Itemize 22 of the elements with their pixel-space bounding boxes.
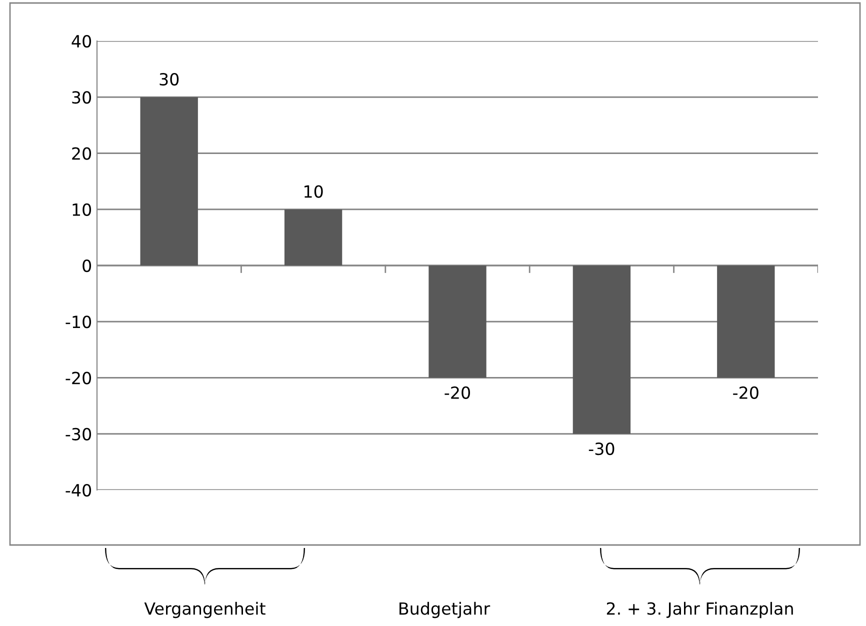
data-label: 30 bbox=[160, 72, 179, 86]
data-label: 10 bbox=[304, 185, 323, 198]
y-tick-label: -40 bbox=[66, 484, 92, 497]
y-tick-label: 10 bbox=[72, 203, 92, 216]
data-label: -20 bbox=[444, 386, 470, 399]
text: Budgetjahr bbox=[400, 602, 490, 618]
bar bbox=[140, 97, 198, 266]
text: Vergangenheit bbox=[144, 602, 266, 618]
y-tick-label: 30 bbox=[72, 91, 92, 104]
y-tick-label: 20 bbox=[72, 147, 92, 160]
data-label: -20 bbox=[733, 386, 758, 399]
bar bbox=[428, 266, 486, 378]
y-tick-label: -10 bbox=[66, 316, 92, 328]
y-tick-label: 0 bbox=[82, 259, 92, 272]
bar bbox=[572, 266, 631, 434]
text: 2. + 3. Jahr Finanzplan bbox=[606, 602, 793, 618]
y-tick-label: -30 bbox=[66, 428, 92, 440]
y-tick-label: -20 bbox=[66, 372, 92, 384]
y-tick-label: 40 bbox=[72, 34, 92, 48]
bar bbox=[717, 266, 775, 378]
bar bbox=[284, 209, 342, 266]
data-label: -30 bbox=[588, 442, 614, 456]
